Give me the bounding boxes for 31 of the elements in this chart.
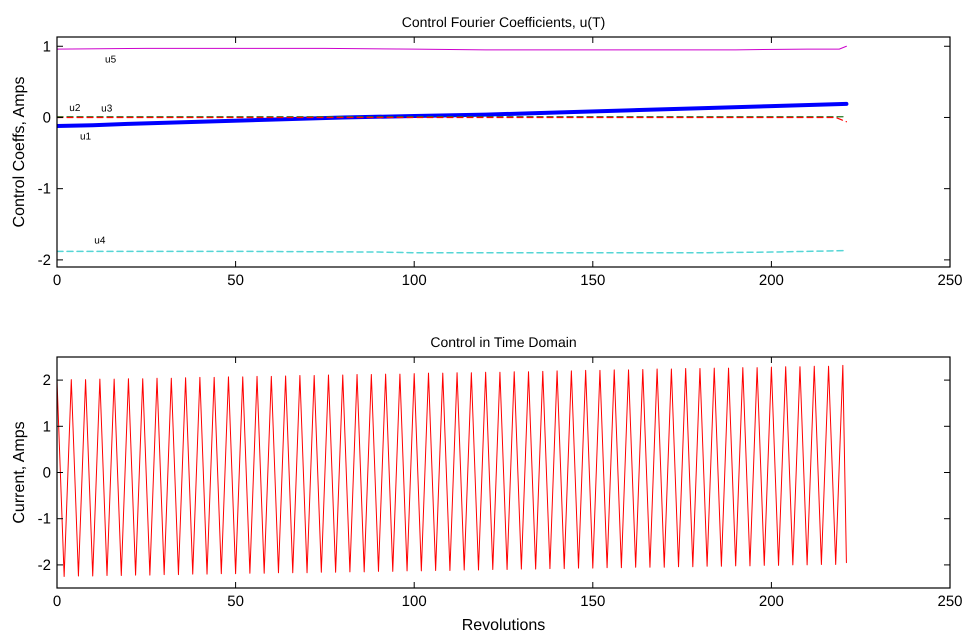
y-axis-title: Control Coeffs, Amps (11, 76, 28, 228)
x-tick-label: 50 (227, 593, 244, 610)
x-axis-title: Revolutions (462, 617, 546, 634)
series-label: u1 (80, 131, 92, 142)
y-axis-title: Current, Amps (11, 421, 28, 524)
y-tick-label: -1 (38, 510, 51, 528)
x-tick-label: 200 (758, 272, 784, 289)
series-label: u5 (105, 54, 117, 66)
y-tick-label: 2 (42, 372, 51, 390)
y-tick-label: 1 (42, 418, 51, 436)
x-tick-label: 50 (227, 272, 244, 289)
chart-title: Control Fourier Coefficients, u(T) (402, 14, 606, 30)
y-tick-label: 0 (42, 464, 51, 482)
y-tick-label: -1 (38, 180, 51, 198)
series-label: u2 (69, 102, 81, 114)
line-series (57, 102, 848, 128)
y-tick-label: 0 (42, 109, 51, 126)
line-series (57, 364, 847, 577)
series-label: u3 (101, 103, 113, 114)
x-tick-label: 100 (402, 593, 427, 610)
y-tick-label: 1 (42, 38, 51, 56)
x-tick-label: 150 (580, 593, 606, 610)
x-tick-label: 250 (937, 593, 963, 610)
chart-title: Control in Time Domain (430, 334, 577, 350)
x-tick-label: 200 (758, 593, 784, 610)
x-tick-label: 150 (580, 272, 606, 289)
series-label: u4 (94, 235, 106, 246)
y-tick-label: -2 (38, 252, 51, 269)
x-tick-label: 250 (937, 272, 963, 289)
x-tick-label: 100 (402, 272, 427, 289)
y-tick-label: -2 (38, 556, 51, 574)
